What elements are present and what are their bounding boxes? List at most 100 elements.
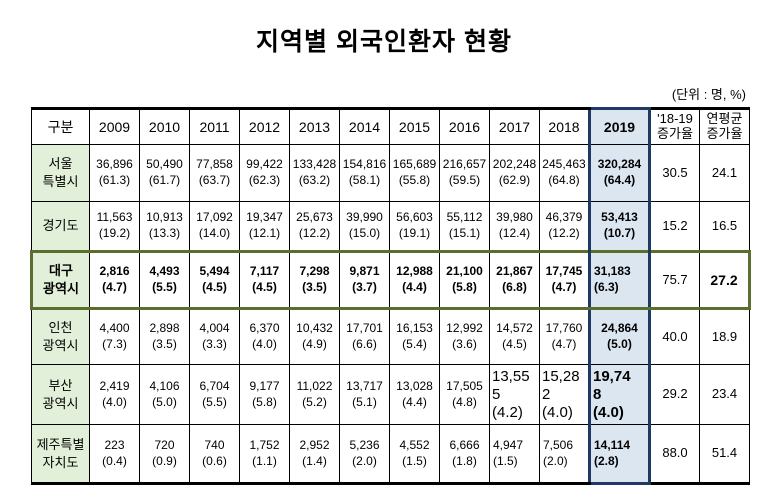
value-cell: 720 (0.9) [139,424,190,485]
value-share: (5.0) [152,394,177,409]
value-number: 4,004 [199,321,230,336]
value-number: 17,760 [545,321,583,336]
header-row: 구분 2009 2010 2011 2012 2013 2014 2015 2016 2017 20… [31,107,750,145]
value-share: (12.1) [248,226,281,240]
value-number: 55,112 [446,210,483,225]
value-share: (63.7) [198,173,231,187]
value-number: 4,947 [493,437,524,452]
value-number: 320,284 [597,157,642,172]
value-cell: 7,506 (2.0) [539,424,590,485]
patients-table: 구분 2009 2010 2011 2012 2013 2014 2015 2016 2017 20… [30,107,751,485]
value-number: 165,689 [392,157,437,172]
value-share: (4.4) [402,280,427,294]
value-share: (4.7) [551,280,577,294]
value-share: (0.4) [102,453,127,468]
value-share: (0.9) [152,453,177,468]
value-number: 720 [154,437,175,452]
value-number: 15,282 [542,367,580,403]
growth-18-19-cell: 29.2 [649,364,700,425]
value-share: (6.8) [502,280,527,294]
value-number: 17,745 [545,264,583,279]
value-cell: 14,114 (2.8) [588,424,651,485]
value-number: 6,666 [449,437,480,452]
table-header: 구분 2009 2010 2011 2012 2013 2014 2015 2016 2017 20… [31,107,750,145]
value-number: 9,177 [249,378,280,393]
col-header: 2018 [539,107,590,145]
value-share: (4.5) [252,280,277,294]
value-number: 4,552 [399,437,430,452]
value-share: (4.0) [593,403,624,421]
value-share: (2.8) [594,453,619,468]
avg-growth-cell: 18.9 [699,308,750,365]
value-number: 16,153 [396,321,433,336]
value-cell: 17,760 (4.7) [539,308,590,365]
value-share: (7.3) [102,337,127,351]
col-header: 2013 [289,107,340,145]
value-number: 25,673 [296,210,333,225]
col-header: 구분 [31,107,90,145]
col-header: 2009 [89,107,140,145]
value-share: (61.3) [98,173,131,187]
avg-growth-cell: 23.4 [699,364,750,425]
table-row: 부산 광역시 2,419 (4.0) 4,106 (5.0) 6,704 (5.5) 9,17… [31,364,750,425]
value-number: 6,370 [249,321,280,336]
value-number: 99,422 [246,157,283,172]
value-share: (58.1) [348,173,381,187]
region-name: 제주특별 자치도 [31,424,90,485]
value-number: 7,298 [299,264,330,279]
region-name: 서울 특별시 [31,144,90,202]
value-cell: 55,112 (15.1) [439,201,490,252]
value-share: (1.8) [452,453,477,468]
col-header: '18-19 증가율 [649,107,700,145]
value-share: (4.0) [102,394,127,409]
value-share: (15.1) [448,226,481,240]
value-number: 2,419 [99,378,130,393]
value-share: (19.1) [398,226,431,240]
value-cell: 15,282 (4.0) [539,364,590,425]
value-cell: 1,752 (1.1) [239,424,290,485]
col-header: 연평균 증가율 [699,107,750,145]
value-cell: 2,952 (1.4) [289,424,340,485]
value-share: (4.5) [202,280,227,294]
value-cell: 25,673 (12.2) [289,201,340,252]
value-number: 202,248 [492,157,537,172]
value-cell: 50,490 (61.7) [139,144,190,202]
value-number: 10,913 [146,210,183,225]
value-share: (10.7) [603,226,636,240]
avg-growth-cell: 27.2 [699,250,751,310]
value-share: (3.7) [352,280,377,294]
value-number: 11,563 [96,210,133,225]
value-number: 21,867 [496,264,533,279]
table-row: 서울 특별시 36,896 (61.3) 50,490 (61.7) 77,858 (63.… [31,144,750,202]
value-share: (12.2) [298,226,331,240]
value-number: 53,413 [601,210,638,225]
value-number: 133,428 [292,157,337,172]
region-name: 경기도 [31,201,90,252]
value-number: 154,816 [342,157,387,172]
value-cell: 223 (0.4) [89,424,140,485]
value-number: 13,717 [346,378,383,393]
growth-18-19-cell: 15.2 [649,201,700,252]
value-cell: 6,666 (1.8) [439,424,490,485]
table-row: 경기도 11,563 (19.2) 10,913 (13.3) 17,092 (14.0) 1… [31,201,750,252]
value-share: (1.4) [302,453,327,468]
value-share: (1.5) [402,453,427,468]
value-share: (4.4) [402,394,427,409]
value-share: (5.2) [302,394,327,409]
value-number: 39,980 [496,210,533,225]
value-number: 4,493 [149,264,180,279]
value-cell: 245,463 (64.8) [539,144,590,202]
value-share: (62.9) [498,173,531,187]
value-cell: 12,988 (4.4) [389,250,440,310]
value-cell: 4,493 (5.5) [139,250,190,310]
avg-growth-cell: 16.5 [699,201,750,252]
value-cell: 16,153 (5.4) [389,308,440,365]
value-share: (5.5) [202,394,227,409]
value-share: (3.5) [302,280,327,294]
value-number: 4,106 [149,378,180,393]
value-cell: 9,177 (5.8) [239,364,290,425]
region-name: 인천 광역시 [31,308,90,365]
value-share: (4.0) [252,337,277,351]
region-name: 부산 광역시 [31,364,90,425]
value-share: (6.6) [352,337,377,351]
